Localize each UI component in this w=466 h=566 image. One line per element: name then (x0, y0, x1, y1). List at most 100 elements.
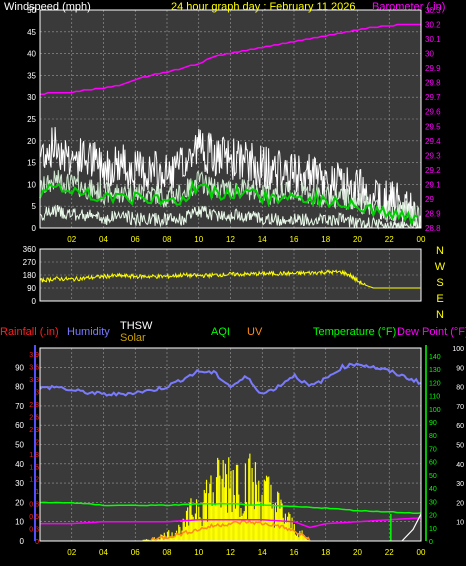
temperature-y-tick-label: 100 (429, 407, 441, 414)
direction-y-tick-label: 90 (27, 284, 36, 293)
barometer-y-tick-label: 29.8 (425, 79, 441, 88)
wind-x-tick-label: 12 (226, 235, 235, 244)
wind-y-tick-label: 30 (27, 93, 36, 102)
rain-y-tick-label: 3.6 (29, 365, 39, 372)
barometer-y-tick-label: 28.9 (425, 209, 441, 218)
humidity-y-tick-label: 20 (15, 498, 24, 507)
direction-plot-border (39, 248, 422, 302)
uv-line (150, 519, 311, 542)
direction-y-tick-label: 180 (23, 271, 37, 280)
humidity-y-tick-label: 80 (15, 383, 24, 392)
temperature-y-tick-label: 40 (429, 486, 437, 493)
outer-y-tick-label: 30 (456, 481, 464, 488)
temperature-line (39, 501, 422, 514)
humidity-y-tick-label: 40 (15, 460, 24, 469)
rain-y-tick-label: 2.3 (29, 427, 39, 434)
wind-y-tick-label: 10 (27, 180, 36, 189)
humidity-y-tick-label: 50 (15, 441, 24, 450)
thsw-line (401, 513, 422, 542)
legend-thsw: THSW (120, 320, 153, 332)
wind-average-band (39, 169, 421, 229)
wind-series (39, 23, 421, 230)
direction-y-tick-label: 270 (23, 258, 37, 267)
legend-uv: UV (247, 326, 263, 338)
temperature-y-tick-label: 110 (429, 394, 440, 401)
rain-y-tick-label: 1.8 (29, 452, 39, 459)
compass-label: N (436, 309, 444, 321)
outer-y-tick-label: 90 (456, 365, 464, 372)
direction-y-tick-label: 360 (23, 245, 37, 254)
rain-y-tick-label: 3 (35, 390, 39, 397)
rain-y-tick-label: 2.6 (29, 414, 39, 421)
direction-y-ticks: 0 90 180 270 360 (23, 245, 37, 306)
wind-y-tick-label: 20 (27, 137, 36, 146)
rain-y-tick-label: 0.8 (29, 502, 39, 509)
rain-y-tick-label: 1.2 (29, 477, 39, 484)
windspeed-label: Windspeed (mph) (4, 1, 91, 13)
temperature-y-tick-label: 90 (429, 420, 437, 427)
outer-y-tick-label: 60 (456, 423, 464, 430)
climate-x-tick-label: 00 (417, 548, 426, 557)
outer-y-tick-label: 50 (456, 443, 464, 450)
wind-gust-line (39, 126, 421, 229)
wind-x-tick-label: 22 (385, 235, 394, 244)
wind-x-tick-label: 04 (99, 235, 108, 244)
wind-plot-border (39, 9, 422, 229)
compass-label: N (436, 245, 444, 257)
rain-y-tick-label: 2.8 (29, 402, 39, 409)
wind-x-tick-label: 08 (163, 235, 172, 244)
legend-temperature: Temperature (°F) (313, 326, 396, 338)
barometer-y-tick-label: 29.3 (425, 151, 441, 160)
climate-x-tick-label: 14 (258, 548, 267, 557)
barometer-y-tick-label: 29.6 (425, 108, 441, 117)
humidity-y-tick-label: 70 (15, 402, 24, 411)
wind-x-tick-label: 18 (321, 235, 330, 244)
legend-dew-point: Dew Point (°F) (397, 326, 466, 338)
wind-y-tick-label: 35 (27, 71, 36, 80)
legend-rainfall: Rainfall (.in) (0, 326, 59, 338)
humidity-line (39, 362, 422, 397)
wind-y-tick-label: 45 (27, 28, 36, 37)
climate-x-tick-label: 06 (131, 548, 140, 557)
wind-x-tick-label: 02 (67, 235, 76, 244)
rain-y-tick-label: 2 (35, 439, 39, 446)
climate-grid (40, 348, 421, 541)
wind-y-tick-label: 0 (32, 224, 37, 233)
barometer-y-tick-label: 29.4 (425, 137, 441, 146)
rain-y-tick-label: 3.3 (29, 377, 39, 384)
humidity-y-tick-label: 30 (15, 479, 24, 488)
rain-y-tick-label: 0.5 (29, 514, 39, 521)
climate-x-tick-label: 22 (385, 548, 394, 557)
dew-point-line (40, 517, 422, 529)
humidity-y-tick-label: 60 (15, 421, 24, 430)
wind-low-line (39, 204, 421, 230)
wind-grid (40, 10, 421, 228)
barometer-y-tick-label: 30.2 (425, 21, 441, 30)
climate-x-tick-label: 12 (226, 548, 235, 557)
temperature-y-tick-label: 0 (429, 539, 433, 546)
temperature-y-tick-label: 130 (429, 367, 441, 374)
wind-y-tick-label: 15 (27, 159, 36, 168)
climate-x-tick-label: 08 (163, 548, 172, 557)
wind-x-ticks: 02 04 06 08 10 12 14 16 18 20 22 00 (67, 235, 426, 244)
rain-y-tick-label: 1 (35, 489, 39, 496)
temperature-y-tick-label: 140 (429, 354, 441, 361)
legend-humidity: Humidity (67, 326, 110, 338)
barometer-y-tick-label: 29.7 (425, 93, 441, 102)
climate-x-tick-label: 16 (290, 548, 299, 557)
wind-x-tick-label: 06 (131, 235, 140, 244)
climate-x-ticks: 02 04 06 08 10 12 14 16 18 20 22 00 (67, 548, 426, 557)
legend-solar: Solar (120, 332, 146, 344)
temperature-y-tick-label: 20 (429, 513, 437, 520)
wind-x-tick-label: 20 (353, 235, 362, 244)
direction-series (39, 269, 421, 289)
temperature-y-tick-label: 50 (429, 473, 437, 480)
temperature-y-tick-label: 60 (429, 460, 437, 467)
temperature-y-tick-label: 30 (429, 499, 437, 506)
barometer-y-tick-label: 29.5 (425, 122, 441, 131)
wind-y-tick-label: 25 (27, 115, 36, 124)
outer-y-tick-label: 70 (456, 404, 464, 411)
rain-y-tick-label: 0.3 (29, 527, 39, 534)
compass-label: E (436, 293, 443, 305)
